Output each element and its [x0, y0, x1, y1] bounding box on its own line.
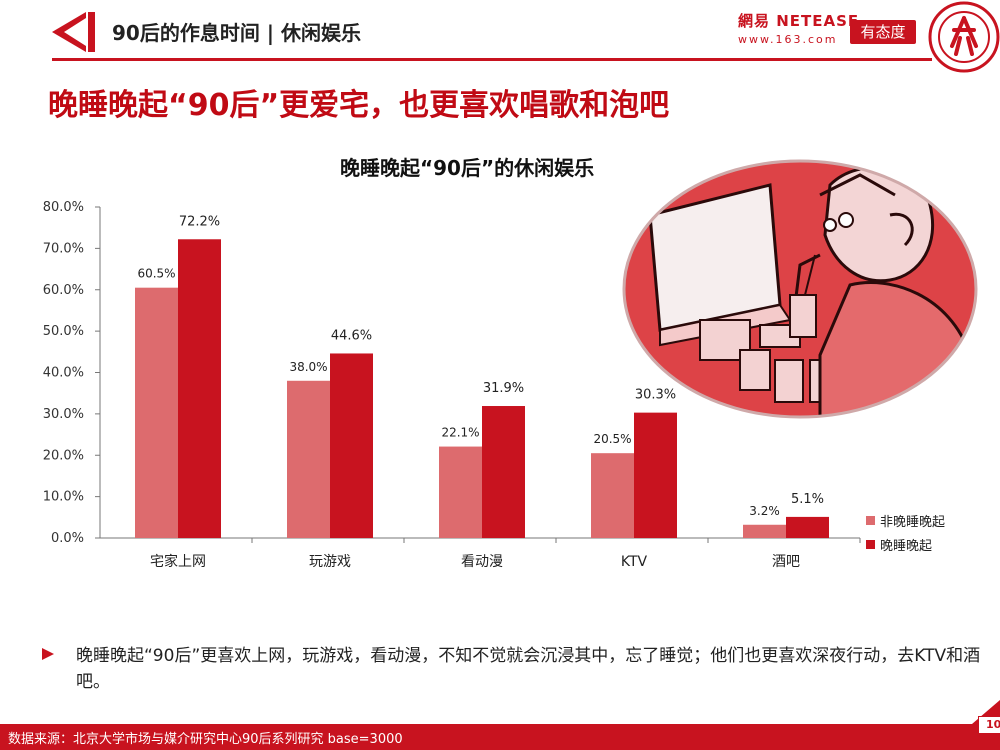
header-divider — [52, 58, 932, 61]
data-source: 数据来源：北京大学市场与媒介研究中心90后系列研究 base=3000 — [8, 732, 403, 747]
legend-label-series-2: 晚睡晚起 — [880, 538, 933, 554]
bar-series-1 — [135, 287, 178, 538]
legend-swatch-series-2 — [866, 539, 875, 549]
y-tick-label: 40.0% — [43, 366, 84, 381]
y-tick-label: 80.0% — [43, 200, 84, 215]
data-label: 60.5% — [137, 267, 175, 281]
legend-item-series-1: 非晚睡晚起 — [866, 508, 945, 532]
data-label: 44.6% — [331, 328, 372, 343]
x-tick-label: 看动漫 — [461, 554, 503, 570]
page-number: 10 — [978, 716, 1000, 734]
legend-label-series-1: 非晚睡晚起 — [880, 514, 946, 530]
chart-legend: 非晚睡晚起 晚睡晚起 — [866, 508, 945, 556]
y-tick-label: 30.0% — [43, 407, 84, 422]
x-axis-labels: 宅家上网 玩游戏 看动漫 KTV 酒吧 — [150, 538, 861, 570]
bullet-arrow-icon — [42, 648, 64, 660]
bar-series-2 — [634, 412, 677, 538]
data-label: 3.2% — [749, 504, 780, 518]
netease-logo-line2: www.163.com — [738, 33, 838, 46]
y-tick-label: 10.0% — [43, 490, 84, 505]
legend-swatch-series-1 — [866, 515, 875, 525]
bar-series-1 — [287, 380, 330, 538]
legend-item-series-2: 晚睡晚起 — [866, 532, 945, 556]
header-triangle-inner — [64, 18, 86, 46]
bar-series-2 — [482, 406, 525, 538]
bar-series-2 — [330, 353, 373, 538]
bar-series-2 — [786, 516, 829, 538]
x-tick-label: KTV — [621, 554, 648, 570]
section-title: 90后的作息时间 | 休闲娱乐 — [112, 21, 362, 45]
cartoon-illustration — [622, 159, 978, 419]
data-label: 72.2% — [179, 214, 220, 229]
header-bar — [88, 12, 95, 52]
bar-series-1 — [439, 446, 482, 538]
data-label: 22.1% — [441, 426, 479, 440]
x-tick-label: 玩游戏 — [309, 554, 351, 570]
data-label: 38.0% — [289, 360, 327, 374]
y-tick-label: 20.0% — [43, 448, 84, 463]
data-label: 5.1% — [791, 492, 824, 507]
x-tick-label: 宅家上网 — [150, 553, 206, 570]
x-tick-label: 酒吧 — [772, 554, 800, 570]
bar-series-1 — [591, 453, 634, 538]
youtaidu-logo: 有态度 — [850, 20, 916, 44]
data-label: 20.5% — [593, 432, 631, 446]
y-tick-label: 70.0% — [43, 241, 84, 256]
bar-series-2 — [178, 239, 221, 538]
description-text: 晚睡晚起“90后”更喜欢上网，玩游戏，看动漫，不知不觉就会沉浸其中，忘了睡觉；他… — [76, 646, 981, 692]
y-tick-label: 50.0% — [43, 324, 84, 339]
netease-logo: 網易 NETEASE www.163.com — [738, 10, 860, 50]
page-number-text: 10 — [986, 718, 1000, 731]
main-title: 晚睡晚起“90后”更爱宅，也更喜欢唱歌和泡吧 — [48, 88, 670, 123]
y-tick-label: 60.0% — [43, 283, 84, 298]
bar-series-1 — [743, 524, 786, 538]
university-seal-icon — [928, 1, 1000, 73]
netease-logo-line1: 網易 NETEASE — [738, 12, 860, 30]
y-tick-label: 0.0% — [51, 531, 84, 546]
chart-title: 晚睡晚起“90后”的休闲娱乐 — [340, 156, 595, 180]
data-label: 31.9% — [483, 381, 524, 396]
footer-bar: 数据来源：北京大学市场与媒介研究中心90后系列研究 base=3000 — [0, 724, 1000, 750]
